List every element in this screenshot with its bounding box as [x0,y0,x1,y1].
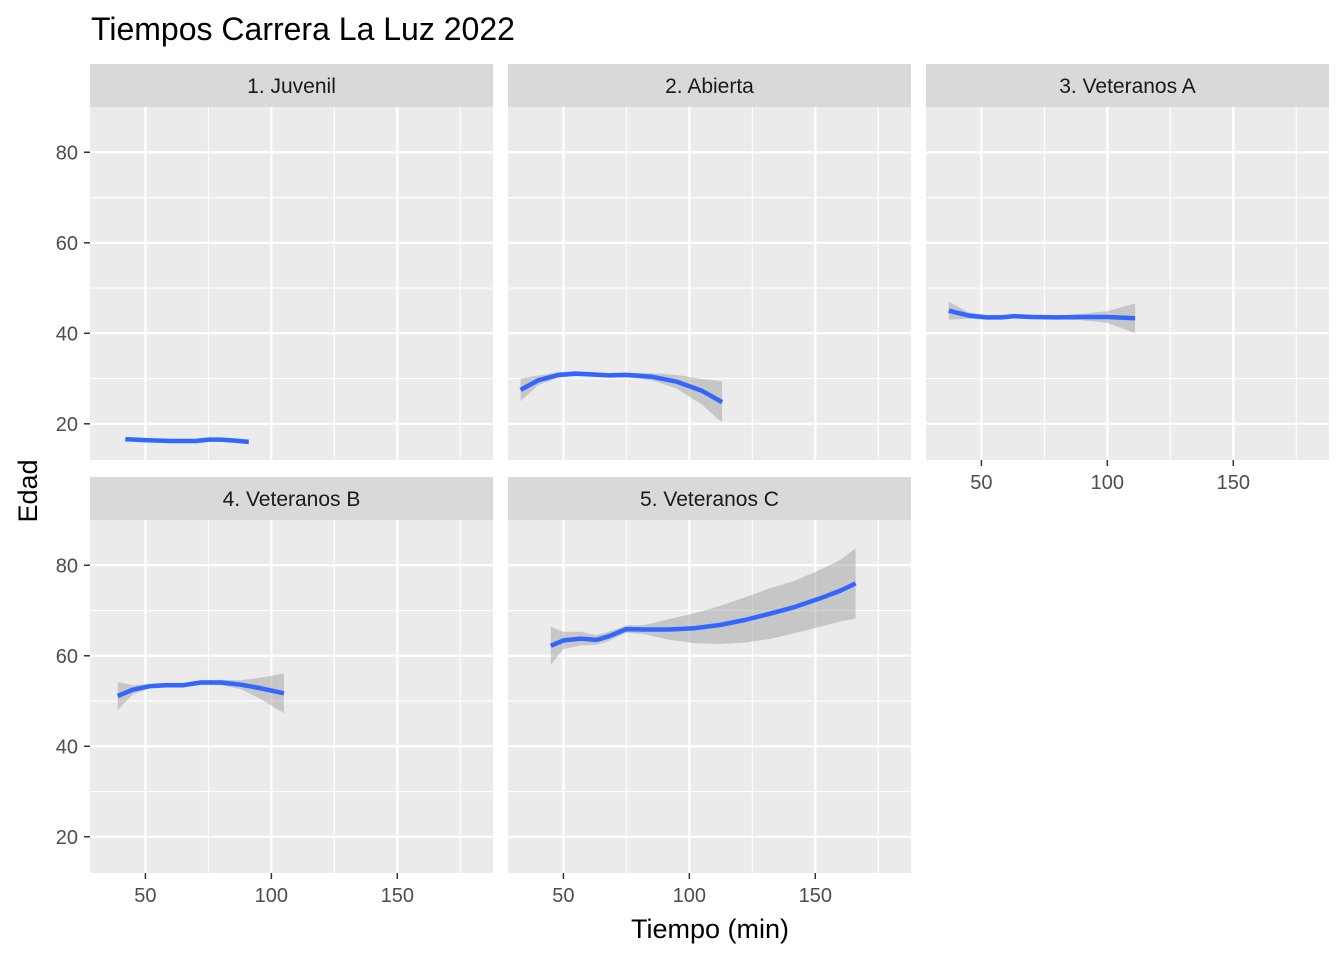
panel-4-y-tick-label: 40 [56,736,78,758]
panel-3: 3. Veteranos A 50 100 150 [926,64,1329,494]
panel-1: 1. Juvenil 20 40 60 80 [56,64,493,460]
panel-4-x-tick-label: 50 [134,885,156,907]
panel-2-background [508,107,911,460]
panel-3-x-tick-label: 150 [1217,472,1250,494]
panel-4-strip-label: 4. Veteranos B [223,488,361,511]
panel-2: 2. Abierta [508,64,911,460]
chart-title: Tiempos Carrera La Luz 2022 [91,11,515,47]
panel-4-x-tick-label: 150 [381,885,414,907]
panel-5-x-tick-label: 50 [552,885,574,907]
panel-1-strip [90,64,493,107]
panel-3-trend-line [948,308,1136,321]
panel-4-strip [90,477,493,520]
panel-5-strip-label: 5. Veteranos C [640,488,779,511]
panel-3-background [926,107,1329,460]
panel-5-background [508,520,911,873]
y-axis-title: Edad [13,459,43,522]
panel-1-y-tick-label: 60 [56,233,78,255]
panel-4: 4. Veteranos B 20 40 60 80 50 100 150 [56,477,493,907]
panel-5-x-tick-label: 100 [673,885,706,907]
panel-5: 5. Veteranos C 50 100 150 [508,477,911,907]
panel-1-strip-label: 1. Juvenil [247,75,336,98]
panel-4-trend-line [116,680,285,699]
panel-3-x-tick-label: 100 [1091,472,1124,494]
panel-5-trend-line [549,581,857,648]
panel-5-x-tick-label: 150 [799,885,832,907]
panel-2-trend-line [519,371,724,405]
panel-2-strip-label: 2. Abierta [665,75,754,98]
panel-2-confidence-band [520,371,723,423]
panel-3-strip-label: 3. Veteranos A [1059,75,1196,98]
panel-1-y-tick-label: 20 [56,414,78,436]
panel-5-strip [508,477,911,520]
panel-3-x-tick-label: 50 [970,472,992,494]
facet-panels: 1. Juvenil 20 40 60 80 2. Abierta 3. Veteranos… [56,64,1329,907]
panel-1-y-tick-label: 40 [56,323,78,345]
panel-4-y-tick-label: 20 [56,827,78,849]
panel-4-background [90,520,493,873]
panel-1-trend-line [125,436,249,445]
panel-1-y-tick-label: 80 [56,142,78,164]
panel-5-confidence-band [550,548,856,665]
panel-3-strip [926,64,1329,107]
panel-1-background [90,107,493,460]
panel-4-y-tick-label: 80 [56,555,78,577]
panel-4-x-tick-label: 100 [255,885,288,907]
panel-2-strip [508,64,911,107]
x-axis-title: Tiempo (min) [631,914,789,944]
panel-4-y-tick-label: 60 [56,646,78,668]
